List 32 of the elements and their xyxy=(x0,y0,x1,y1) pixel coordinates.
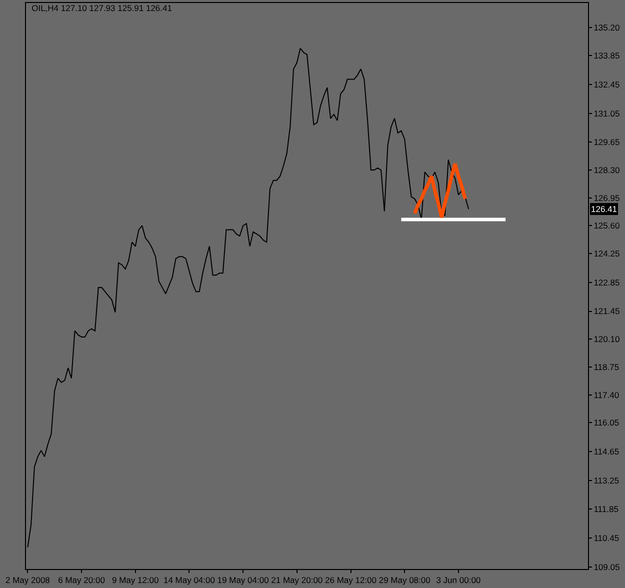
y-tick-label: 122.85 xyxy=(594,277,620,288)
y-tick-label: 109.05 xyxy=(594,562,620,572)
x-tick-label: 2 May 2008 xyxy=(5,575,50,586)
y-tick-label: 116.05 xyxy=(594,418,620,428)
y-tick-label: 128.30 xyxy=(594,164,620,175)
y-tick-label: 111.85 xyxy=(594,504,619,514)
annotation: 126.41 xyxy=(591,204,618,214)
y-tick-label: 126.95 xyxy=(594,192,620,203)
y-tick-label: 124.25 xyxy=(594,248,620,258)
x-tick-label: 14 May 04:00 xyxy=(163,575,216,586)
chart-title: OIL,H4 127.10 127.93 125.91 126.41 xyxy=(32,2,172,13)
y-tick-label: 110.45 xyxy=(594,533,620,544)
y-tick-label: 129.65 xyxy=(594,137,620,148)
y-tick-label: 133.85 xyxy=(594,50,620,61)
y-tick-label: 120.10 xyxy=(594,334,620,344)
y-tick-label: 114.65 xyxy=(594,446,620,456)
y-tick-label: 118.75 xyxy=(594,362,620,372)
x-tick-label: 29 May 08:00 xyxy=(378,575,431,586)
x-tick-label: 6 May 20:00 xyxy=(58,575,106,586)
line-series xyxy=(412,162,467,220)
y-tick-label: 121.45 xyxy=(594,306,620,316)
y-tick-label: 117.40 xyxy=(594,390,620,400)
x-tick-label: 26 May 12:00 xyxy=(324,575,377,586)
x-tick-label: 19 May 04:00 xyxy=(217,575,270,586)
y-tick-label: 125.60 xyxy=(594,220,620,231)
x-tick-label: 21 May 20:00 xyxy=(271,575,323,586)
x-tick-label: 3 Jun 00:00 xyxy=(436,575,481,586)
y-tick-label: 135.20 xyxy=(594,22,620,33)
x-tick-label: 9 May 12:00 xyxy=(112,575,160,586)
y-tick-label: 113.25 xyxy=(594,475,620,486)
y-tick-label: 132.45 xyxy=(594,79,620,90)
y-tick-label: 131.05 xyxy=(594,108,620,118)
